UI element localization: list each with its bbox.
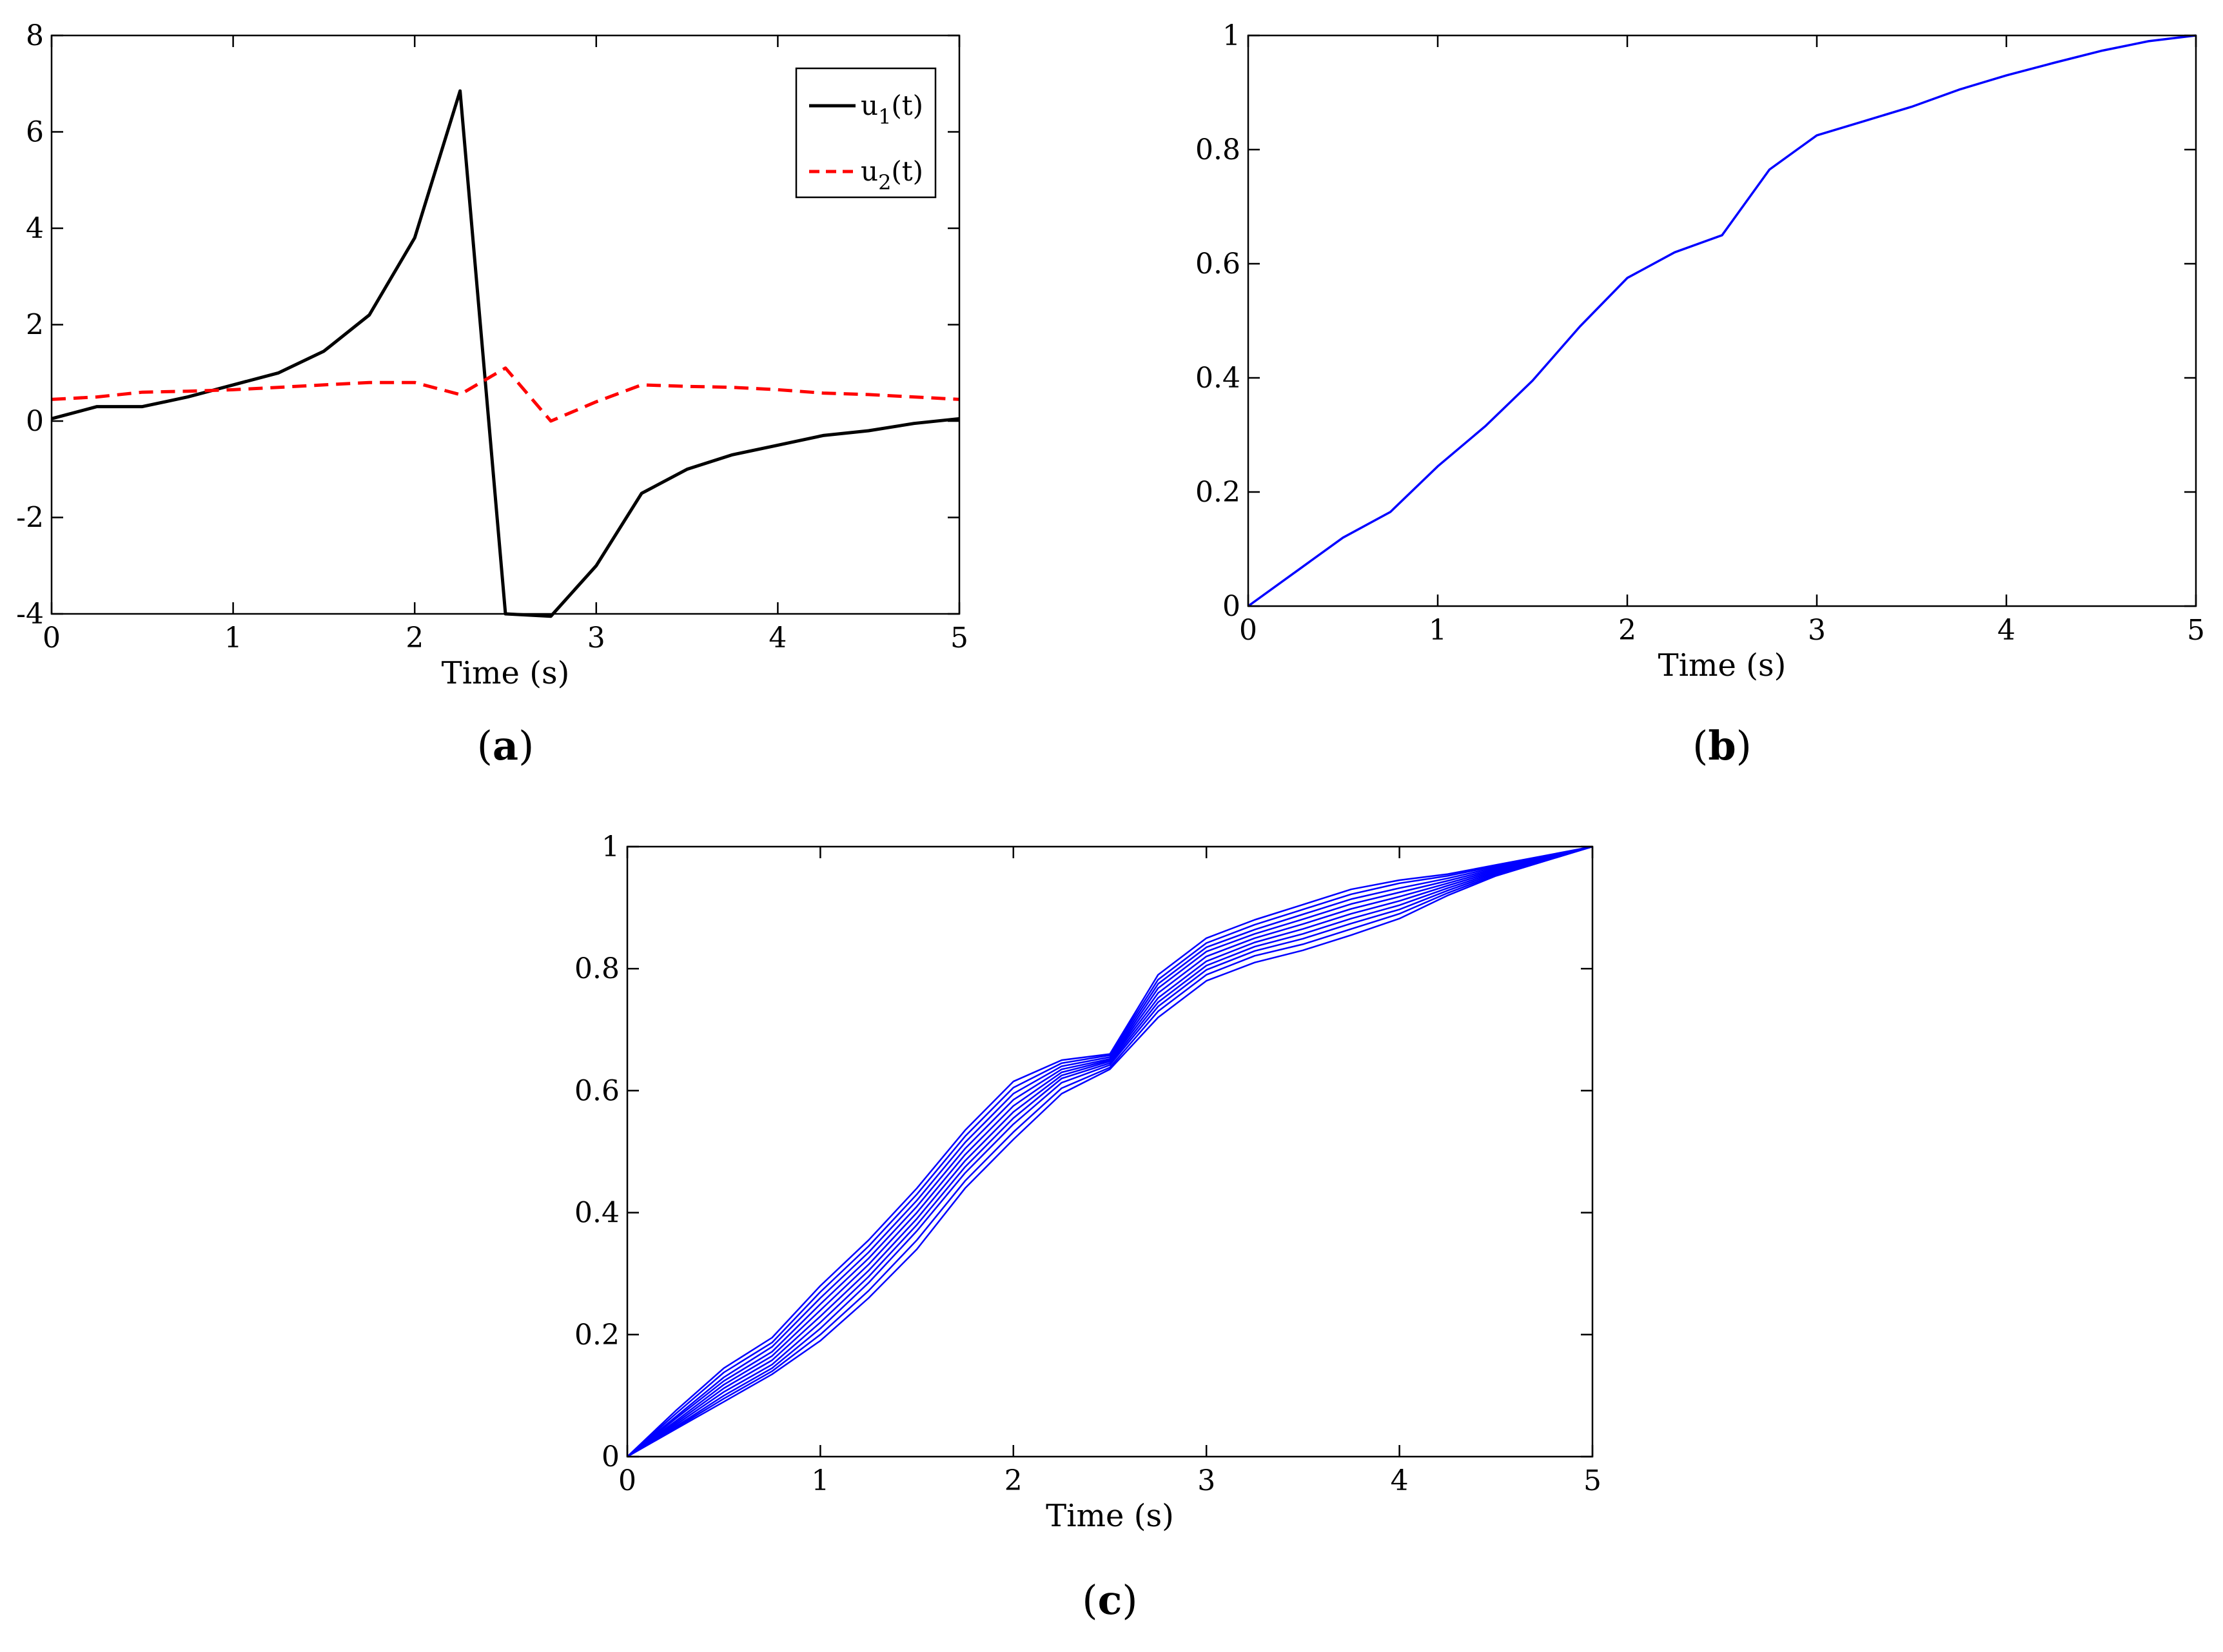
y-tick-label: 8: [26, 19, 44, 52]
x-tick-label: 3: [1808, 614, 1826, 647]
panel-label-b: (b): [1692, 722, 1752, 769]
x-tick-label: 5: [950, 622, 968, 654]
y-tick-label: 0.2: [1195, 476, 1240, 509]
legend-label-2: u2(t): [861, 155, 923, 195]
series-line-c-10: [627, 845, 1593, 1458]
y-tick-label: -4: [16, 598, 44, 631]
legend: u1(t) u2(t): [795, 67, 937, 199]
x-tick-label: 0: [618, 1464, 636, 1497]
y-tick-label: 2: [26, 309, 44, 342]
y-tick-label: -2: [16, 502, 44, 535]
x-tick-label: 2: [406, 622, 424, 654]
y-tick-label: 4: [26, 212, 44, 245]
panel-letter: c: [1098, 1577, 1122, 1624]
panel-label-a: (a): [477, 722, 534, 769]
y-tick-label: 0: [26, 405, 44, 438]
x-tick-label: 1: [224, 622, 242, 654]
y-tick-label: 0.8: [1195, 133, 1240, 166]
panel-letter: b: [1708, 722, 1736, 769]
panel-b: 0 1 2 3 4 5 0 0.2 0.4 0.6 0.8 1 Time (s) (b): [1195, 19, 2205, 769]
y-tick-label: 0: [602, 1441, 620, 1473]
x-tick-label: 4: [769, 622, 787, 654]
series-line-c-3: [627, 845, 1593, 1457]
series-line-c-7: [627, 845, 1593, 1458]
series-line-b-1: [1247, 34, 2197, 607]
x-tick-label: 4: [1997, 614, 2015, 647]
y-tick-label: 0.6: [574, 1074, 620, 1107]
series-line-c-6: [627, 845, 1593, 1458]
series-line-c-2: [627, 845, 1593, 1457]
x-tick-label: 3: [1197, 1464, 1215, 1497]
y-tick-label: 0.8: [574, 952, 620, 985]
y-tick-label: 1: [602, 831, 620, 863]
legend-label-1: u1(t): [861, 90, 923, 129]
x-axis-label: Time (s): [1658, 647, 1787, 683]
x-axis-label: Time (s): [1046, 1498, 1174, 1534]
x-tick-label: 0: [43, 622, 61, 654]
plot-frame-c: [626, 845, 1594, 1458]
x-tick-label: 5: [1583, 1464, 1601, 1497]
x-tick-label: 2: [1004, 1464, 1023, 1497]
y-tick-label: 0.4: [574, 1197, 620, 1230]
series-line-c-8: [627, 845, 1593, 1458]
series-line-a-2: [51, 366, 960, 423]
y-tick-label: 6: [26, 116, 44, 149]
x-tick-label: 2: [1618, 614, 1636, 647]
panel-a: 0 1 2 3 4 5 -4 -2 0 2 4 6 8 Time (s) (a) u1(t) u2(t): [16, 19, 968, 769]
x-tick-label: 5: [2187, 614, 2205, 647]
plot-frame-b: [1247, 34, 2197, 607]
x-tick-label: 3: [587, 622, 605, 654]
y-tick-label: 0: [1222, 590, 1240, 623]
series-line-c-9: [627, 845, 1593, 1458]
panel-letter: a: [493, 722, 518, 769]
x-tick-label: 1: [1429, 614, 1447, 647]
panel-label-c: (c): [1082, 1577, 1137, 1624]
y-tick-label: 0.4: [1195, 362, 1240, 395]
y-tick-label: 0.2: [574, 1319, 620, 1352]
x-tick-label: 1: [811, 1464, 829, 1497]
x-axis-label: Time (s): [442, 655, 570, 691]
x-tick-label: 0: [1239, 614, 1257, 647]
legend-box: [795, 67, 937, 199]
y-tick-label: 0.6: [1195, 248, 1240, 280]
x-tick-label: 4: [1391, 1464, 1409, 1497]
panel-c: 0 1 2 3 4 5 0 0.2 0.4 0.6 0.8 1 Time (s) (c): [574, 831, 1601, 1624]
y-tick-label: 1: [1222, 19, 1240, 52]
